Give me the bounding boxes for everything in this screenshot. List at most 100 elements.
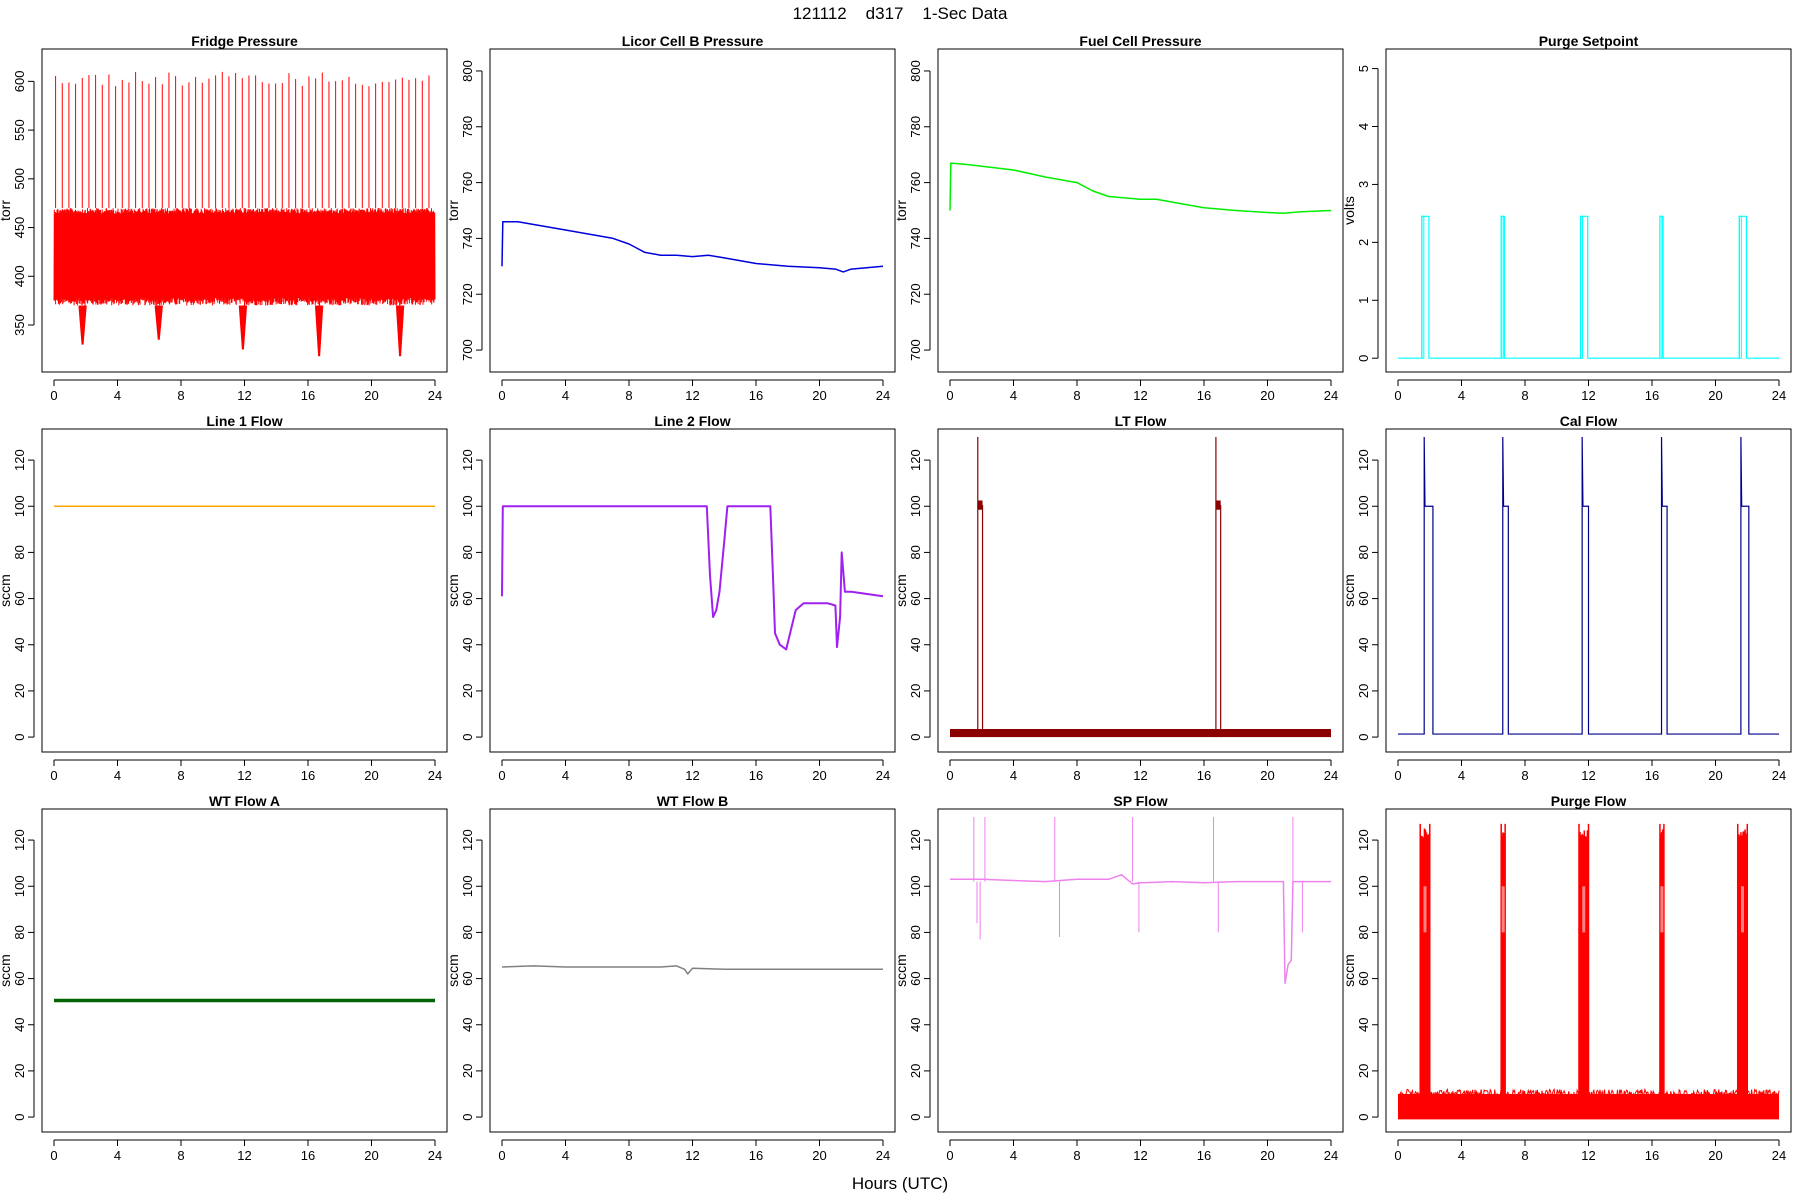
x-tick-label: 12 bbox=[685, 768, 699, 783]
x-tick-label: 24 bbox=[876, 1148, 890, 1163]
y-tick-label: 40 bbox=[460, 1018, 475, 1032]
x-tick-label: 20 bbox=[812, 388, 826, 403]
x-tick-label: 8 bbox=[625, 1148, 632, 1163]
x-tick-label: 0 bbox=[946, 1148, 953, 1163]
x-tick-label: 4 bbox=[1458, 768, 1465, 783]
y-tick-label: 40 bbox=[1356, 1018, 1371, 1032]
series-line bbox=[949, 162, 1332, 215]
y-tick-label: 0 bbox=[1356, 733, 1371, 740]
y-axis: 0 20 40 60 80 100 120 bbox=[460, 449, 483, 741]
y-tick-label: 0 bbox=[460, 733, 475, 740]
x-tick-label: 16 bbox=[1197, 768, 1211, 783]
plot-frame bbox=[41, 808, 448, 1133]
y-tick-label: 100 bbox=[1356, 875, 1371, 897]
x-tick-label: 12 bbox=[1581, 388, 1595, 403]
y-tick-label: 20 bbox=[1356, 684, 1371, 698]
x-tick-label: 12 bbox=[685, 1148, 699, 1163]
y-tick-label: 760 bbox=[908, 172, 923, 194]
x-tick-label: 8 bbox=[1073, 388, 1080, 403]
y-axis: 0 20 40 60 80 100 120 bbox=[908, 829, 931, 1121]
y-tick-label: 80 bbox=[460, 545, 475, 559]
x-tick-label: 24 bbox=[1772, 768, 1786, 783]
y-tick-label: 3 bbox=[1356, 181, 1371, 188]
series-line bbox=[501, 220, 884, 273]
y-tick-label: 60 bbox=[460, 971, 475, 985]
y-axis: 0 1 2 3 4 5 bbox=[1356, 65, 1379, 362]
x-tick-label: 12 bbox=[237, 1148, 251, 1163]
y-tick-label: 40 bbox=[1356, 638, 1371, 652]
x-tick-label: 24 bbox=[428, 388, 442, 403]
x-tick-label: 4 bbox=[1010, 1148, 1017, 1163]
x-tick-label: 20 bbox=[1260, 768, 1274, 783]
x-tick-label: 8 bbox=[1521, 768, 1528, 783]
y-tick-label: 780 bbox=[460, 116, 475, 138]
panel-title: WT Flow B bbox=[657, 793, 729, 809]
panel-line-2-flow: Line 2 Flow 0 4 8 12 16 20 24 0 20 40 60 80 100 120 scc… bbox=[445, 413, 896, 783]
x-tick-label: 12 bbox=[1581, 768, 1595, 783]
y-tick-label: 20 bbox=[908, 1064, 923, 1078]
y-tick-label: 120 bbox=[12, 449, 27, 471]
x-tick-label: 0 bbox=[946, 388, 953, 403]
x-tick-label: 20 bbox=[1260, 1148, 1274, 1163]
panel-title: Licor Cell B Pressure bbox=[622, 33, 764, 49]
y-axis: 0 20 40 60 80 100 120 bbox=[12, 449, 35, 741]
panel-wt-flow-a: WT Flow A 0 4 8 12 16 20 24 0 20 40 60 80 100 120 sccm bbox=[0, 793, 448, 1163]
y-tick-label: 60 bbox=[908, 591, 923, 605]
panel-licor-cell-b-pressure: Licor Cell B Pressure 0 4 8 12 16 20 24 700 720 74… bbox=[445, 33, 896, 403]
x-tick-label: 0 bbox=[50, 388, 57, 403]
y-tick-label: 0 bbox=[1356, 355, 1371, 362]
y-tick-label: 120 bbox=[460, 449, 475, 471]
x-tick-label: 4 bbox=[1458, 388, 1465, 403]
x-axis: 0 4 8 12 16 20 24 bbox=[498, 1139, 890, 1163]
y-axis: 0 20 40 60 80 100 120 bbox=[12, 829, 35, 1121]
series-pulse bbox=[1738, 215, 1742, 359]
plot-area bbox=[1398, 436, 1779, 735]
x-axis: 0 4 8 12 16 20 24 bbox=[50, 1139, 442, 1163]
series-dip bbox=[314, 305, 324, 357]
plot-frame bbox=[1385, 428, 1792, 753]
x-tick-label: 4 bbox=[1010, 388, 1017, 403]
series-line bbox=[950, 873, 1331, 984]
x-tick-label: 8 bbox=[1073, 768, 1080, 783]
x-tick-label: 0 bbox=[946, 768, 953, 783]
series-pulse-top bbox=[1215, 500, 1221, 510]
y-axis-label: sccm bbox=[1341, 954, 1357, 987]
y-axis-label: sccm bbox=[893, 574, 909, 607]
x-tick-label: 4 bbox=[114, 768, 121, 783]
y-tick-label: 60 bbox=[12, 971, 27, 985]
x-tick-label: 8 bbox=[1521, 388, 1528, 403]
panel-lt-flow: LT Flow 0 4 8 12 16 20 24 0 20 40 60 80 100 120 sccm bbox=[893, 413, 1344, 783]
panel-title: Purge Setpoint bbox=[1539, 33, 1639, 49]
y-axis-label: sccm bbox=[0, 954, 13, 987]
x-tick-label: 0 bbox=[498, 388, 505, 403]
x-tick-label: 16 bbox=[301, 388, 315, 403]
plot-area bbox=[950, 817, 1331, 984]
y-tick-label: 720 bbox=[908, 283, 923, 305]
x-tick-label: 24 bbox=[1772, 388, 1786, 403]
y-tick-label: 40 bbox=[908, 1018, 923, 1032]
y-tick-label: 100 bbox=[12, 495, 27, 517]
y-tick-label: 80 bbox=[12, 925, 27, 939]
y-axis: 0 20 40 60 80 100 120 bbox=[460, 829, 483, 1121]
series-dip bbox=[78, 305, 87, 345]
y-axis: 0 20 40 60 80 100 120 bbox=[1356, 449, 1379, 741]
x-tick-label: 4 bbox=[114, 1148, 121, 1163]
x-tick-label: 24 bbox=[1324, 768, 1338, 783]
y-tick-label: 600 bbox=[12, 71, 27, 93]
x-tick-label: 20 bbox=[1708, 1148, 1722, 1163]
y-tick-label: 0 bbox=[12, 733, 27, 740]
panel-sp-flow: SP Flow 0 4 8 12 16 20 24 0 20 40 60 80 100 120 sccm bbox=[893, 793, 1344, 1163]
y-tick-label: 40 bbox=[12, 638, 27, 652]
y-tick-label: 120 bbox=[908, 449, 923, 471]
y-tick-label: 80 bbox=[12, 545, 27, 559]
panel-title: LT Flow bbox=[1115, 413, 1167, 429]
panel-cal-flow: Cal Flow 0 4 8 12 16 20 24 0 20 40 60 80 100 120 sccm bbox=[1341, 413, 1792, 783]
series-pulse bbox=[1500, 215, 1504, 359]
x-axis: 0 4 8 12 16 20 24 bbox=[50, 759, 442, 783]
y-tick-label: 0 bbox=[12, 1113, 27, 1120]
x-tick-label: 16 bbox=[1197, 388, 1211, 403]
panel-title: Purge Flow bbox=[1551, 793, 1627, 809]
y-axis-label: torr bbox=[893, 200, 909, 221]
y-axis-label: volts bbox=[1341, 196, 1357, 225]
